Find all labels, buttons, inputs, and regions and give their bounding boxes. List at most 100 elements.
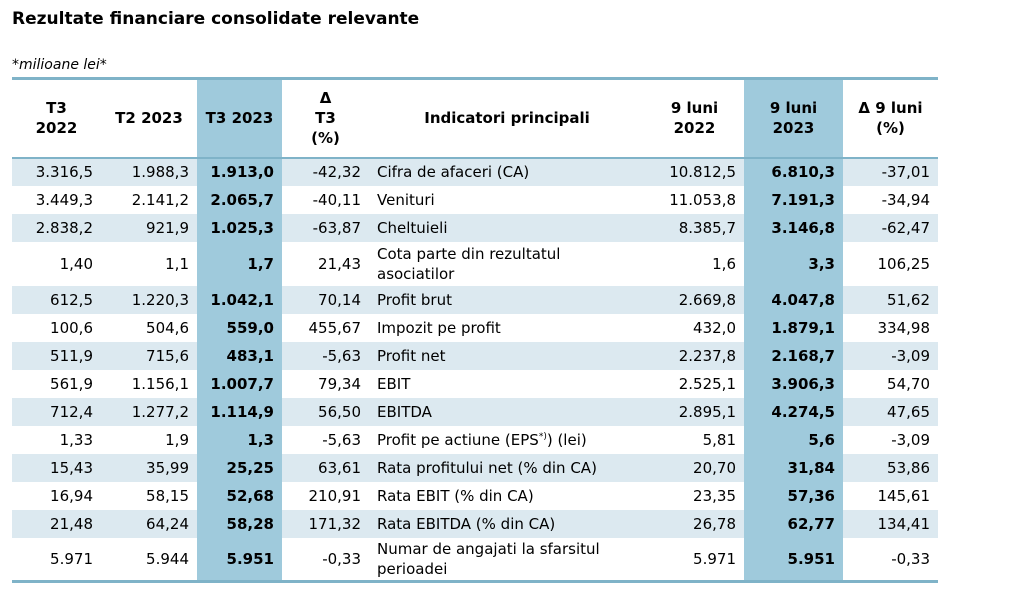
cell-t3-2022: 3.316,5 (12, 157, 101, 186)
table-row: 5.971 5.944 5.951 -0,33 Numar de angajat… (12, 537, 938, 583)
cell-indicator: Cota parte din rezultatul asociatilor (377, 244, 561, 283)
cell-t2-2023: 921,9 (101, 213, 197, 242)
cell-t3-2022: 561,9 (50, 374, 93, 393)
table-row: 1,40 1,1 1,7 21,43 Cota parte din rezult… (12, 241, 938, 286)
cell-nine-2023: 4.274,5 (744, 397, 843, 426)
cell-t3-2023: 1,7 (197, 241, 282, 286)
cell-nine-2022: 11.053,8 (669, 190, 736, 209)
table-row: 2.838,2 921,9 1.025,3 -63,87 Cheltuieli … (12, 213, 938, 242)
cell-delta-nine: -3,09 (843, 341, 938, 370)
cell-delta-nine: -0,33 (843, 537, 938, 583)
cell-nine-2022: 20,70 (645, 453, 744, 482)
cell-indicator: Impozit pe profit (377, 318, 501, 337)
cell-nine-2023: 4.047,8 (744, 285, 843, 314)
cell-nine-2022: 2.895,1 (645, 397, 744, 426)
cell-t3-2023: 5.951 (197, 537, 282, 583)
cell-nine-2023: 7.191,3 (744, 185, 843, 214)
cell-delta-t3: 455,67 (308, 318, 362, 337)
cell-nine-2022: 10.812,5 (645, 157, 744, 186)
cell-nine-2023: 62,77 (744, 509, 843, 538)
cell-nine-2022: 2.669,8 (645, 285, 744, 314)
cell-t3-2023: 1.025,3 (197, 213, 282, 242)
cell-indicator: EBITDA (369, 397, 645, 426)
cell-t3-2022: 16,94 (50, 486, 93, 505)
unit-note: *milioane lei* (12, 57, 107, 73)
cell-delta-nine: 145,61 (877, 486, 931, 505)
table-row: 1,33 1,9 1,3 -5,63 Profit pe actiune (EP… (12, 425, 938, 454)
cell-t3-2022: 100,6 (50, 318, 93, 337)
cell-indicator: EBIT (377, 374, 411, 393)
cell-delta-t3: 70,14 (282, 285, 369, 314)
cell-delta-t3: -0,33 (282, 537, 369, 583)
table-row: 561,9 1.156,1 1.007,7 79,34 EBIT 2.525,1… (12, 369, 938, 398)
cell-delta-nine: -37,01 (843, 157, 938, 186)
cell-indicator: Rata EBIT (% din CA) (377, 486, 534, 505)
cell-nine-2023: 6.810,3 (744, 157, 843, 186)
header-delta-nine-months: Δ 9 luni (%) (843, 77, 938, 159)
cell-delta-nine: 53,86 (843, 453, 938, 482)
cell-delta-nine: 106,25 (877, 254, 931, 273)
table-row: 712,4 1.277,2 1.114,9 56,50 EBITDA 2.895… (12, 397, 938, 426)
cell-nine-2022: 2.237,8 (645, 341, 744, 370)
cell-delta-t3: 171,32 (282, 509, 369, 538)
cell-t3-2023: 25,25 (197, 453, 282, 482)
cell-t3-2023: 1.114,9 (197, 397, 282, 426)
cell-t2-2023: 715,6 (101, 341, 197, 370)
cell-t3-2022: 15,43 (12, 453, 101, 482)
cell-indicator: Rata profitului net (% din CA) (369, 453, 645, 482)
cell-delta-t3: 210,91 (308, 486, 362, 505)
cell-indicator: Cifra de afaceri (CA) (369, 157, 645, 186)
cell-t2-2023: 64,24 (101, 509, 197, 538)
cell-t3-2023: 58,28 (197, 509, 282, 538)
cell-t2-2023: 58,15 (146, 486, 189, 505)
cell-t2-2023: 1.988,3 (101, 157, 197, 186)
cell-delta-t3: 56,50 (282, 397, 369, 426)
cell-delta-t3: 21,43 (318, 254, 361, 273)
cell-nine-2023: 1.879,1 (744, 313, 843, 342)
cell-delta-t3: 63,61 (282, 453, 369, 482)
table-row: 511,9 715,6 483,1 -5,63 Profit net 2.237… (12, 341, 938, 370)
cell-delta-nine: 47,65 (843, 397, 938, 426)
cell-nine-2022: 5,81 (702, 430, 736, 449)
cell-indicator: Rata EBITDA (% din CA) (369, 509, 645, 538)
cell-nine-2023: 5.951 (744, 537, 843, 583)
cell-t3-2023: 52,68 (197, 481, 282, 510)
cell-t3-2022: 612,5 (12, 285, 101, 314)
cell-nine-2022: 5.971 (645, 537, 744, 583)
cell-nine-2023: 3,3 (744, 241, 843, 286)
cell-t3-2022: 1,33 (59, 430, 93, 449)
table-row: 16,94 58,15 52,68 210,91 Rata EBIT (% di… (12, 481, 938, 510)
cell-t3-2023: 1.913,0 (197, 157, 282, 186)
header-t3-2023: T3 2023 (197, 77, 282, 159)
cell-nine-2022: 8.385,7 (645, 213, 744, 242)
cell-delta-t3: -5,63 (322, 430, 361, 449)
cell-nine-2022: 1,6 (712, 254, 736, 273)
cell-t2-2023: 1.277,2 (101, 397, 197, 426)
cell-indicator: Profit pe actiune (EPS*)) (lei) (377, 430, 587, 449)
cell-delta-nine: 334,98 (877, 318, 931, 337)
cell-delta-t3: -42,32 (282, 157, 369, 186)
table-row: 3.316,5 1.988,3 1.913,0 -42,32 Cifra de … (12, 157, 938, 186)
table-row: 3.449,3 2.141,2 2.065,7 -40,11 Venituri … (12, 185, 938, 214)
cell-indicator: Profit brut (369, 285, 645, 314)
header-nine-months-2022: 9 luni 2022 (645, 77, 744, 159)
table-row: 100,6 504,6 559,0 455,67 Impozit pe prof… (12, 313, 938, 342)
cell-nine-2023: 57,36 (744, 481, 843, 510)
cell-indicator: Venituri (377, 190, 435, 209)
cell-t3-2022: 511,9 (12, 341, 101, 370)
cell-t2-2023: 1.156,1 (131, 374, 189, 393)
header-t3-2022: T3 2022 (12, 77, 101, 159)
cell-nine-2023: 2.168,7 (744, 341, 843, 370)
cell-delta-t3: 79,34 (318, 374, 361, 393)
cell-indicator: Numar de angajati la sfarsitul perioadei (369, 537, 645, 583)
cell-t3-2022: 2.838,2 (12, 213, 101, 242)
header-t2-2023: T2 2023 (101, 77, 197, 159)
cell-t2-2023: 2.141,2 (131, 190, 189, 209)
cell-t3-2022: 1,40 (59, 254, 93, 273)
financial-results-table: T3 2022 T2 2023 T3 2023 Δ T3 (%) Indicatori… (12, 77, 938, 583)
cell-nine-2023: 5,6 (744, 425, 843, 454)
cell-nine-2023: 3.906,3 (744, 369, 843, 398)
cell-delta-t3: -63,87 (282, 213, 369, 242)
cell-t3-2023: 2.065,7 (197, 185, 282, 214)
table-row: 612,5 1.220,3 1.042,1 70,14 Profit brut … (12, 285, 938, 314)
